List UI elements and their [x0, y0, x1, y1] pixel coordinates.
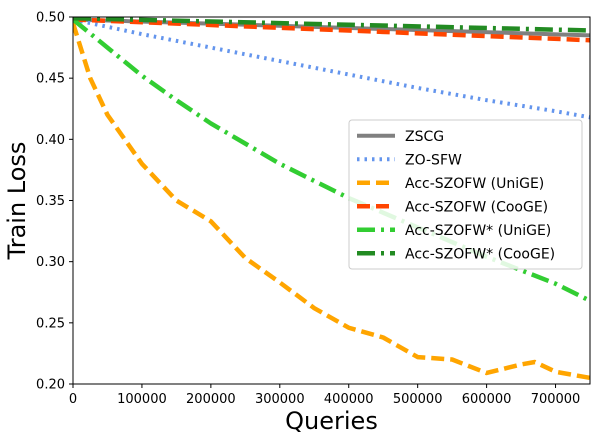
x-tick-label: 400000 [324, 392, 374, 407]
plot-series [73, 17, 590, 381]
legend-label-acc-szofw-cooge: Acc-SZOFW (CooGE) [405, 199, 548, 215]
x-tick-label: 0 [69, 392, 77, 407]
legend-box [348, 119, 583, 270]
y-tick-label: 0.25 [36, 316, 65, 331]
x-tick-label: 600000 [462, 392, 512, 407]
y-axis-ticks: 0.20 0.25 0.30 0.35 0.40 0.45 0.50 [36, 11, 73, 393]
x-tick-label: 100000 [117, 392, 167, 407]
x-tick-label: 700000 [531, 392, 581, 407]
y-tick-label: 0.50 [36, 11, 65, 26]
x-axis-ticks: 0 100000 200000 300000 400000 500000 600000 700… [69, 384, 580, 407]
y-tick-label: 0.40 [36, 133, 65, 148]
y-tick-label: 0.30 [36, 255, 65, 270]
legend-label-zscg: ZSCG [405, 129, 444, 145]
series-line-acc-szofw-cooge [73, 17, 590, 43]
x-tick-label: 300000 [255, 392, 305, 407]
legend-label-acc-szofw-cooge: Acc-SZOFW* (CooGE) [405, 246, 555, 262]
y-axis-title: Train Loss [3, 142, 31, 261]
legend-label-acc-szofw-unige: Acc-SZOFW* (UniGE) [405, 223, 551, 239]
y-tick-label: 0.35 [36, 194, 65, 209]
series-line-acc-szofw-cooge [73, 17, 590, 33]
legend-label-zo-sfw: ZO-SFW [405, 152, 462, 168]
y-tick-label: 0.20 [36, 378, 65, 393]
legend-label-acc-szofw-unige: Acc-SZOFW (UniGE) [405, 176, 544, 192]
series-line-acc-szofw-unige [73, 22, 590, 381]
x-axis-title: Queries [285, 407, 378, 435]
x-tick-label: 500000 [393, 392, 443, 407]
y-tick-label: 0.45 [36, 72, 65, 87]
legend: ZSCG ZO-SFW Acc-SZOFW (UniGE) Acc-SZOFW (Co… [348, 119, 583, 270]
x-tick-label: 200000 [186, 392, 236, 407]
